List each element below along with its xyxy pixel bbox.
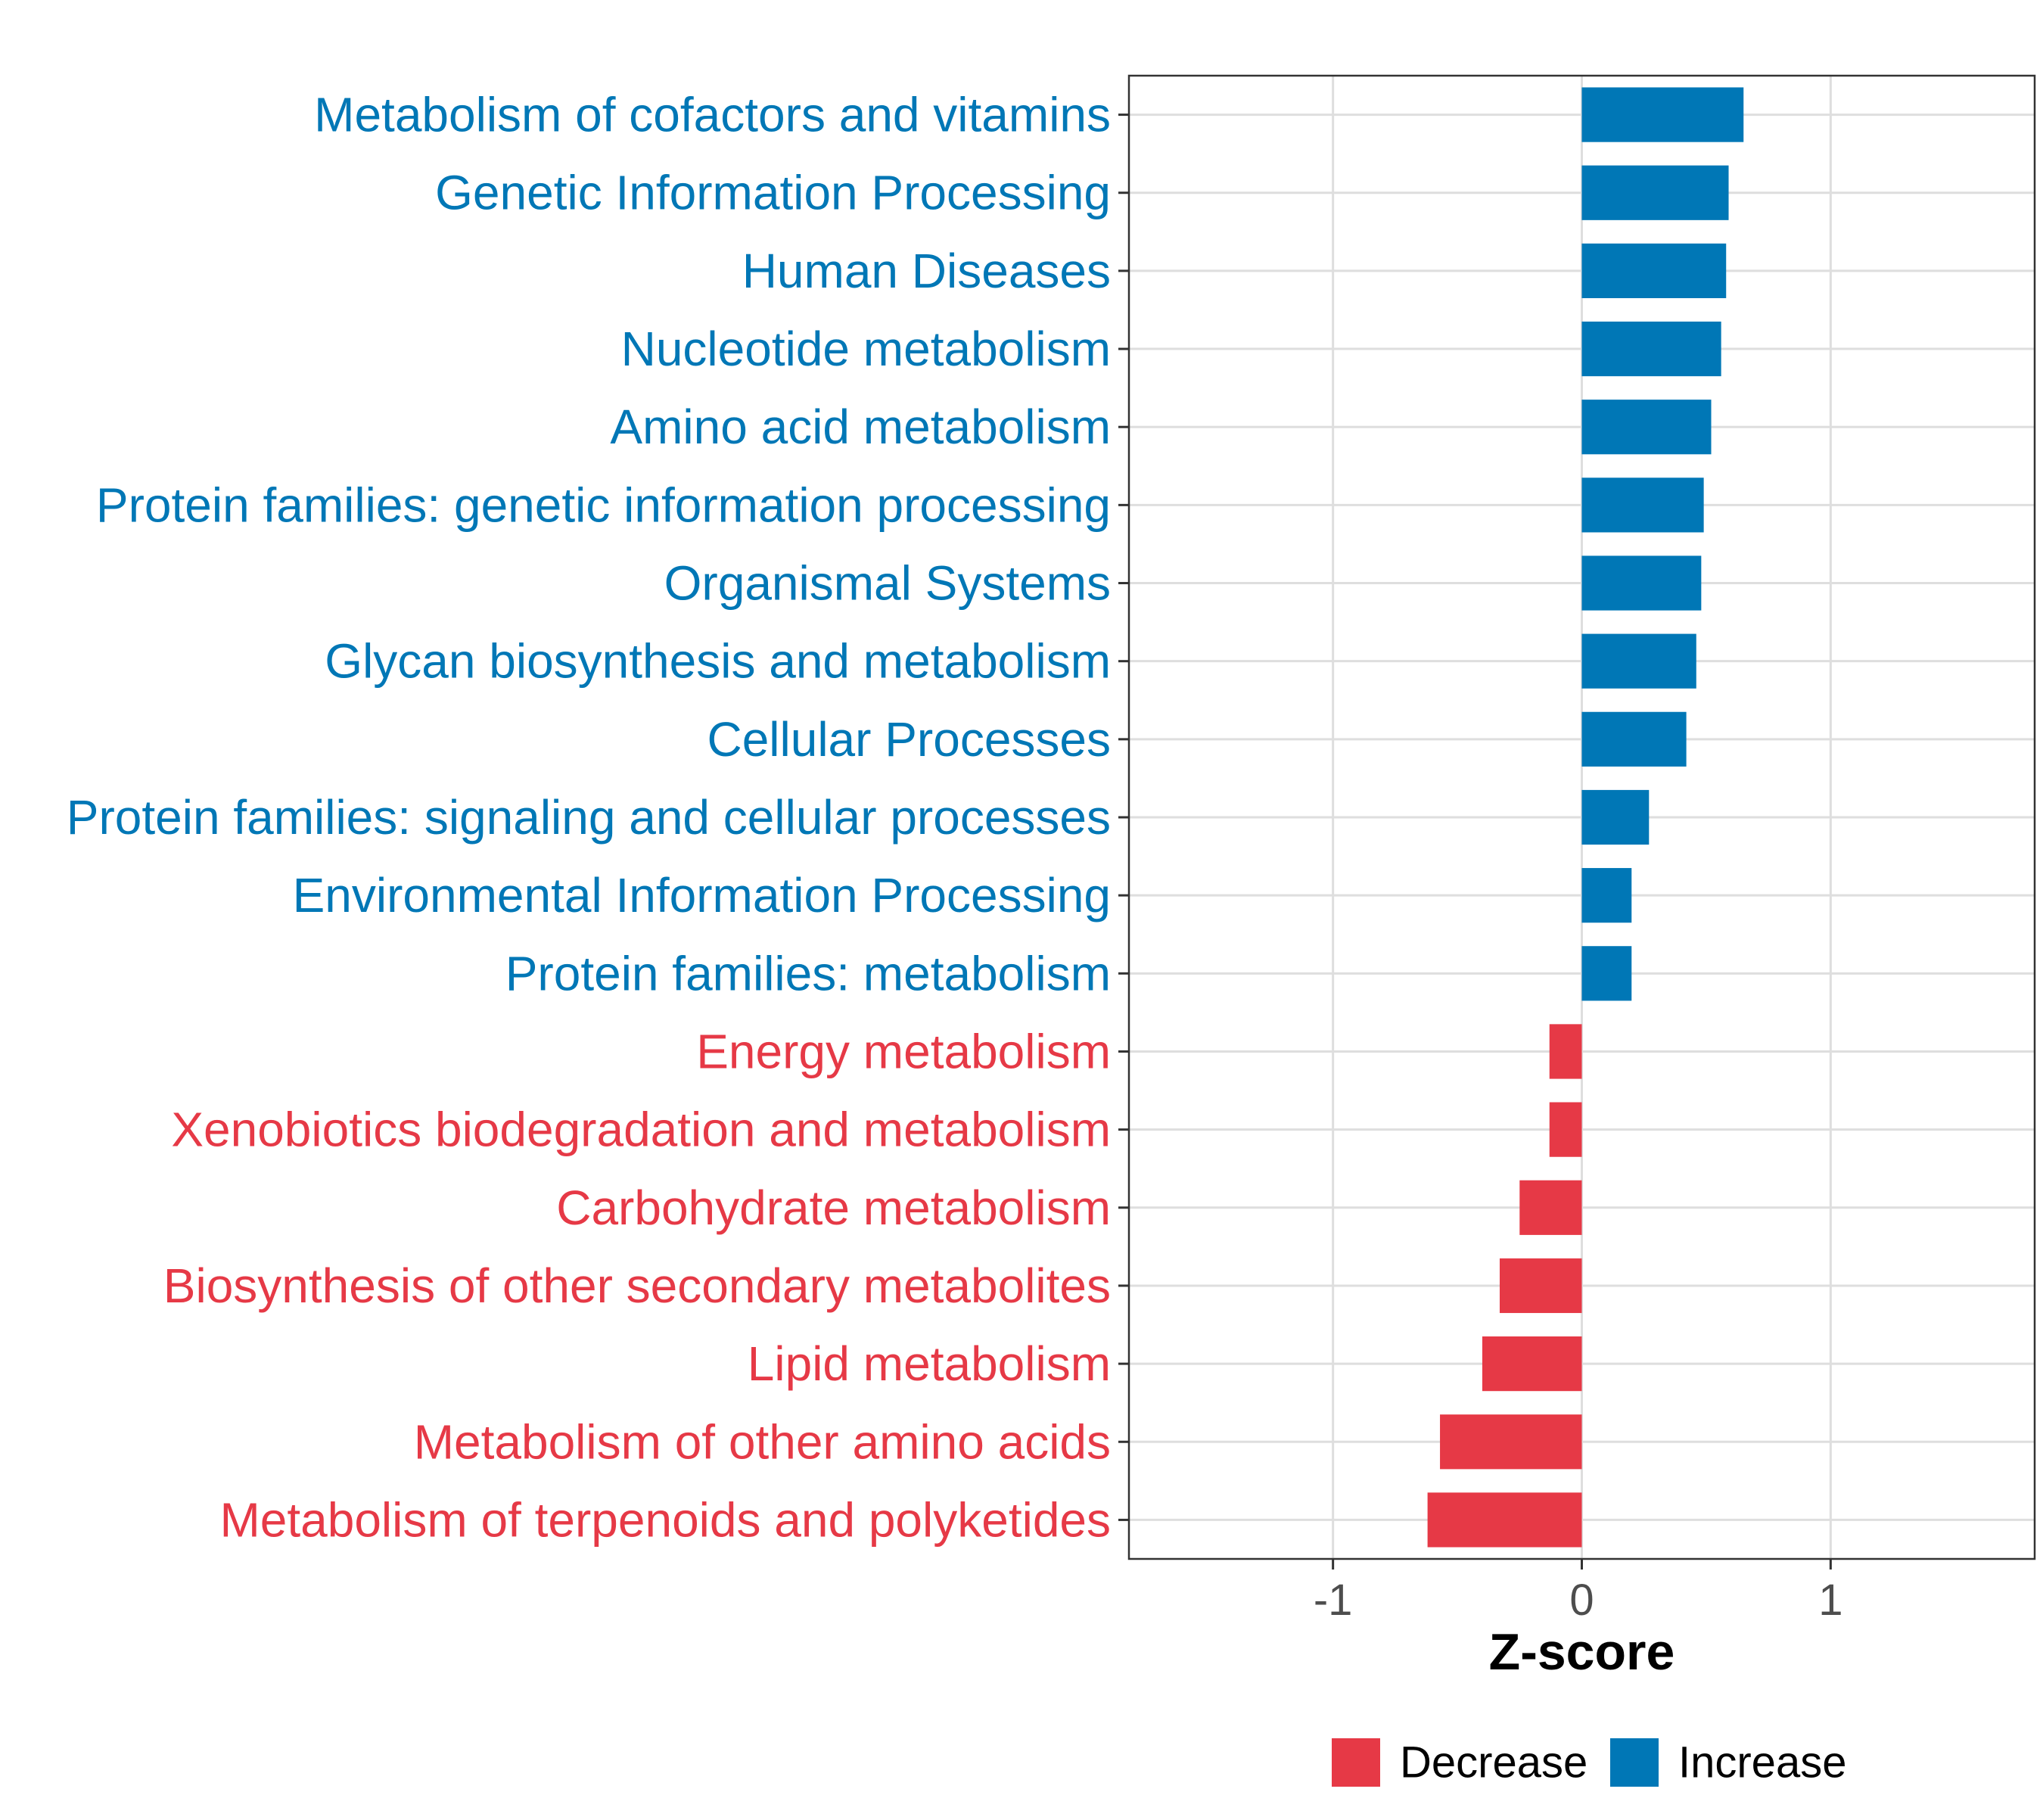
bar-16 [1499,1258,1582,1314]
bar-11 [1581,868,1632,923]
x-tick-label: 0 [1569,1576,1594,1625]
category-label: Glycan biosynthesis and metabolism [325,634,1111,689]
x-axis-ticks: -1 0 1 [1314,1559,1842,1625]
y-axis-ticks [1118,114,1129,1521]
bar-layer [1427,87,1744,1548]
bar-17 [1482,1336,1582,1392]
bar-10 [1581,789,1650,845]
category-label: Environmental Information Processing [293,868,1111,922]
category-label: Energy metabolism [696,1024,1111,1078]
category-label: Protein families: genetic information pr… [96,478,1111,532]
bar-19 [1427,1492,1582,1548]
bar-4 [1581,321,1721,377]
legend-label-decrease: Decrease [1400,1738,1587,1787]
category-label: Protein families: metabolism [505,946,1111,1000]
category-label: Xenobiotics biodegradation and metabolis… [171,1103,1111,1157]
category-label: Metabolism of other amino acids [414,1414,1111,1469]
bar-15 [1519,1180,1582,1235]
bar-5 [1581,400,1712,455]
category-label: Metabolism of cofactors and vitamins [314,88,1111,142]
category-label: Human Diseases [742,244,1111,298]
category-label: Protein families: signaling and cellular… [67,790,1111,845]
category-label: Nucleotide metabolism [621,322,1111,376]
category-label: Amino acid metabolism [610,400,1111,454]
bar-1 [1581,87,1744,142]
x-tick-label: 1 [1818,1576,1842,1625]
x-tick-label: -1 [1314,1576,1353,1625]
bar-2 [1581,165,1729,220]
bar-12 [1581,946,1632,1001]
category-label: Metabolism of terpenoids and polyketides [219,1492,1111,1547]
y-axis-category-labels: Metabolism of cofactors and vitamins Gene… [67,88,1111,1548]
bar-7 [1581,555,1702,611]
legend-key-decrease [1332,1738,1380,1787]
legend: Decrease Increase [1332,1738,1846,1787]
legend-label-increase: Increase [1678,1738,1846,1787]
category-label: Cellular Processes [707,712,1111,767]
bar-18 [1440,1414,1582,1470]
category-label: Biosynthesis of other secondary metaboli… [163,1258,1111,1313]
bar-14 [1549,1102,1582,1157]
bar-13 [1549,1024,1582,1079]
category-label: Organismal Systems [664,556,1111,611]
category-label: Carbohydrate metabolism [556,1181,1111,1235]
category-label: Lipid metabolism [748,1336,1111,1391]
legend-key-increase [1610,1738,1659,1787]
x-axis-title: Z-score [1489,1623,1675,1681]
bar-3 [1581,243,1727,298]
category-label: Genetic Information Processing [435,166,1111,220]
bar-9 [1581,711,1687,767]
bar-8 [1581,633,1696,689]
bar-6 [1581,478,1704,533]
